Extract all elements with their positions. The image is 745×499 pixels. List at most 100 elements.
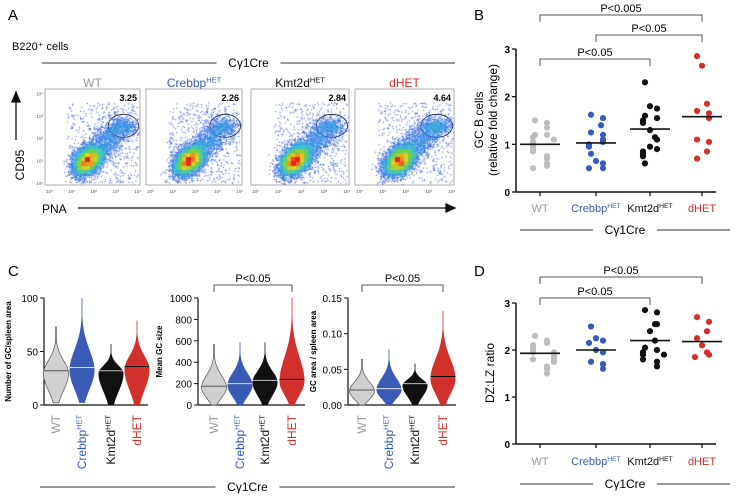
data-point-dHET bbox=[705, 318, 713, 325]
data-point-Crebbp bbox=[587, 358, 595, 365]
violin-dHET bbox=[279, 298, 305, 405]
data-point-Kmt2d bbox=[641, 112, 649, 119]
y-tick-label: 400 bbox=[175, 358, 192, 369]
y-tick-label: 10³ bbox=[36, 114, 43, 119]
y-tick-label: 0 bbox=[504, 440, 510, 451]
x-category-label-dHET: dHET bbox=[436, 414, 450, 445]
x-category-label-WT: WT bbox=[355, 414, 369, 433]
x-tick-label: 10⁰ bbox=[147, 189, 154, 194]
significance-bracket bbox=[539, 14, 703, 22]
panel-d-p-value-0: P<0.05 bbox=[603, 265, 638, 277]
data-point-WT bbox=[543, 365, 551, 372]
y-tick-label: 600 bbox=[175, 337, 192, 348]
violin-Crebbp bbox=[227, 342, 253, 405]
data-point-WT bbox=[529, 134, 537, 141]
data-point-Kmt2d bbox=[653, 346, 661, 354]
panel-b-p-value-2: P<0.05 bbox=[577, 47, 612, 59]
x-category-label-Crebbp: CrebbpHET bbox=[381, 415, 396, 470]
data-point-dHET bbox=[705, 138, 713, 146]
flow-plot-title-Crebbp: CrebbpHET bbox=[167, 75, 222, 90]
violin-WT bbox=[349, 358, 375, 406]
data-point-dHET bbox=[705, 351, 713, 358]
significance-bracket bbox=[213, 284, 293, 292]
panel-b-genotype-header: Cγ1Cre bbox=[605, 223, 646, 237]
x-tick-label: 10² bbox=[192, 189, 199, 194]
data-point-Crebbp bbox=[585, 143, 593, 150]
violin-p-value-2: P<0.05 bbox=[235, 273, 270, 285]
panel-b-p-value-0: P<0.005 bbox=[600, 3, 641, 15]
y-tick-label: 10⁰ bbox=[36, 181, 43, 186]
data-point-Kmt2d bbox=[653, 136, 661, 143]
panel-d-p-value-1: P<0.05 bbox=[577, 286, 612, 298]
data-point-dHET bbox=[691, 353, 699, 361]
x-category-label-Crebbp: CrebbpHET bbox=[74, 415, 89, 470]
data-point-WT bbox=[550, 358, 558, 365]
flow-density-plot-dHET bbox=[355, 89, 454, 185]
y-tick-label: 800 bbox=[175, 315, 192, 326]
data-point-Kmt2d bbox=[639, 119, 647, 126]
significance-bracket bbox=[595, 34, 703, 42]
data-point-Crebbp bbox=[599, 160, 607, 167]
x-category-label-WT: WT bbox=[207, 414, 221, 433]
data-point-Crebbp bbox=[585, 339, 593, 347]
x-tick-label: 10² bbox=[90, 189, 97, 194]
data-point-Kmt2d bbox=[639, 153, 647, 160]
panel-label-D: D bbox=[474, 263, 485, 280]
violin-y-label-1: Number of GC/spleen area bbox=[4, 301, 13, 402]
data-point-Crebbp bbox=[599, 131, 607, 138]
y-tick-label: 3 bbox=[504, 299, 510, 310]
y-tick-label: 10² bbox=[36, 136, 43, 141]
data-point-Crebbp bbox=[599, 361, 607, 368]
x-tick-label: 10⁰ bbox=[252, 189, 259, 194]
data-point-Kmt2d bbox=[646, 103, 654, 110]
violin-dHET bbox=[430, 310, 456, 405]
x-tick-label: 10³ bbox=[321, 189, 328, 194]
flow-x-axis-label: PNA bbox=[42, 202, 67, 216]
data-point-WT bbox=[543, 155, 551, 162]
x-tick-label: 10³ bbox=[112, 189, 119, 194]
panel-label-C: C bbox=[8, 263, 19, 280]
data-point-Kmt2d bbox=[653, 115, 661, 122]
data-point-dHET bbox=[703, 328, 711, 335]
violin-Crebbp bbox=[376, 349, 402, 405]
violin-Kmt2d bbox=[252, 342, 278, 405]
y-tick-label: 50 bbox=[27, 348, 39, 359]
data-point-WT bbox=[531, 332, 539, 339]
y-tick-label: 10⁴ bbox=[36, 91, 43, 96]
significance-bracket bbox=[539, 297, 651, 305]
data-point-Crebbp bbox=[597, 122, 605, 129]
data-point-WT bbox=[543, 370, 551, 377]
y-tick-label: 0 bbox=[186, 401, 192, 412]
x-tick-label: 10¹ bbox=[170, 189, 177, 194]
panel-d-y-label: DZ:LZ ratio bbox=[483, 343, 497, 403]
y-tick-label: 0.15 bbox=[323, 294, 343, 305]
y-axis-arrow-icon bbox=[11, 90, 21, 140]
data-point-dHET bbox=[693, 314, 701, 321]
y-tick-label: 100 bbox=[21, 294, 38, 305]
violin-dHET bbox=[124, 320, 150, 405]
data-point-Kmt2d bbox=[646, 126, 654, 134]
data-point-WT bbox=[543, 339, 551, 347]
x-tick-label: 10⁰ bbox=[46, 189, 53, 194]
violin-WT bbox=[43, 326, 69, 404]
data-point-WT bbox=[529, 356, 537, 363]
x-tick-label: 10² bbox=[402, 189, 409, 194]
y-tick-label: 0 bbox=[504, 188, 510, 199]
y-tick-label: 1000 bbox=[170, 294, 193, 305]
data-point-dHET bbox=[693, 335, 701, 342]
x-tick-label: 10⁴ bbox=[448, 189, 455, 194]
data-point-Kmt2d bbox=[653, 358, 661, 365]
x-category-label-WT: WT bbox=[531, 456, 548, 468]
y-tick-label: 2 bbox=[504, 93, 510, 104]
data-point-WT bbox=[529, 165, 537, 172]
x-tick-label: 10⁰ bbox=[356, 189, 363, 194]
data-point-Kmt2d bbox=[653, 146, 661, 153]
x-tick-label: 10³ bbox=[425, 189, 432, 194]
violin-y-label-3: GC area / spleen area bbox=[309, 310, 318, 392]
x-axis-arrow-icon bbox=[78, 202, 457, 214]
x-tick-label: 10¹ bbox=[379, 189, 386, 194]
data-point-dHET bbox=[705, 110, 713, 117]
panel-label-B: B bbox=[474, 7, 484, 24]
data-point-Crebbp bbox=[599, 165, 607, 172]
